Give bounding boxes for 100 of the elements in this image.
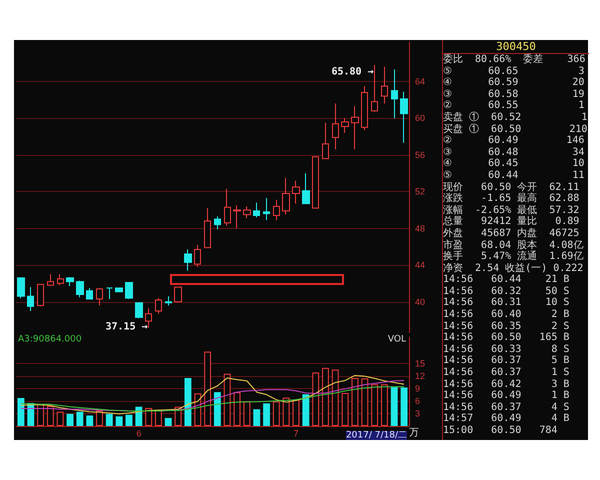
bar [106,414,113,426]
annotation: A3:90864.000 [18,334,82,344]
bar [342,392,349,426]
y-tick-label: 9 [415,383,420,394]
text: 市盈 68.04 股本 4.08亿 [443,240,584,250]
text: 14:56 60.37 1 S [443,367,570,379]
bar [234,392,240,426]
bar [96,410,103,426]
text: 涨跌 -1.65 最高 62.88 [443,193,580,204]
text: 总量 92412 量比 0.89 [443,216,580,228]
bar [381,384,388,426]
text: 外盘 45687 内盘 46725 [443,228,580,240]
candlestick [341,118,349,134]
bar [204,352,212,426]
candlestick [391,69,398,119]
text: 14:56 60.37 4 S [443,402,570,414]
candlestick [165,296,172,306]
text: 14:56 60.33 8 S [443,344,570,356]
bar [56,412,64,426]
text: 14:56 60.31 10 S [443,297,570,310]
y-tick-label: 44 [415,260,426,270]
candlestick [204,208,211,248]
bar [184,378,192,426]
annotation: 37.15 → [105,321,148,332]
text: 14:56 60.50 165 B [443,332,570,344]
bar [322,368,329,426]
text: 卖盘 ① 60.52 1 [443,112,588,124]
candlestick [47,274,54,286]
y-tick-label: 3 [415,408,420,418]
text: 14:56 60.32 50 S [443,286,570,298]
bar [37,404,44,426]
candlestick [125,282,133,300]
candlestick [273,199,280,221]
bar [361,378,368,426]
x-tick-label: 7 [294,428,299,438]
y-tick-label: 12 [415,370,426,381]
candlestick [400,91,408,144]
y-axis-title: 万 [409,428,419,438]
line-series [20,386,405,412]
bar [253,409,260,426]
bar [164,418,172,426]
bar [46,406,54,426]
annotation: 65.80 → [331,66,374,78]
bar [302,394,310,426]
text: 现价 60.50 今开 62.11 [443,182,580,193]
candlestick [361,86,368,131]
text: 14:56 60.40 2 B [443,309,570,321]
candlestick [17,277,25,299]
candlestick [381,66,388,104]
candlestick [76,280,84,298]
candlestick [37,284,44,307]
bar [352,378,358,426]
candlestick [86,288,93,300]
candlestick [282,177,290,216]
bar [371,384,378,426]
text: 净资 2.54 收益(一) 0.222 [443,262,584,274]
candlestick [57,274,64,286]
annotation: VOL [388,334,406,344]
bar [76,412,84,426]
candlestick [302,172,310,204]
bar [390,387,398,426]
candlestick [292,180,300,204]
bar [312,372,320,426]
text: 14:57 60.49 4 B [443,413,570,425]
candlestick [66,276,74,287]
bar [400,388,408,426]
text: 买盘 ① 60.50 210 [443,124,588,136]
candlestick [194,244,201,268]
bar [116,416,123,426]
text: ⑤ 60.65 3 [443,66,586,78]
bar [332,370,339,426]
y-tick-label: 15 [415,358,426,368]
text: ③ 60.48 34 [443,146,586,158]
candlestick [184,248,192,272]
bar [66,414,74,426]
candlestick [332,103,339,150]
candlestick [253,202,260,218]
text: 涨幅 -2.65% 最低 57.32 [443,204,580,216]
candlestick [115,288,123,292]
candlestick [155,298,162,314]
text: 换手 5.47% 流通 1.69亿 [443,251,584,263]
bar [263,403,270,426]
y-tick-label: 60 [415,113,426,124]
text: 14:56 60.37 5 B [443,355,570,368]
text: 14:56 60.35 2 S [443,320,570,332]
bar [272,401,280,426]
bar [135,406,142,426]
y-tick-label: 6 [415,396,420,406]
candlestick [174,286,182,302]
candlestick [263,198,270,221]
candlestick [96,288,103,306]
text: ④ 60.45 10 [443,158,586,170]
candlestick [351,106,359,150]
text: 14:56 60.49 1 B [443,390,570,402]
candlestick [214,216,221,230]
bar [282,398,290,426]
text: 14:56 60.44 21 B [443,274,570,286]
text: ⑤ 60.44 11 [443,170,586,182]
text: 15:00 60.50 784 [443,425,558,437]
text: 委比 80.66% 委差 366 [443,54,586,66]
